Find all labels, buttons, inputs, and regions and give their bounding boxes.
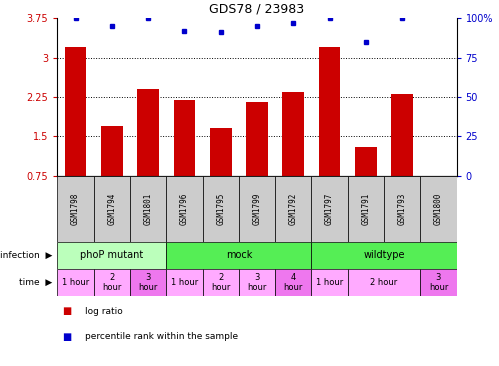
Text: time  ▶: time ▶ bbox=[19, 278, 52, 287]
Text: 1 hour: 1 hour bbox=[62, 278, 89, 287]
Text: percentile rank within the sample: percentile rank within the sample bbox=[85, 332, 238, 341]
Text: 2
hour: 2 hour bbox=[211, 273, 231, 292]
Bar bbox=[130, 269, 166, 296]
Text: wildtype: wildtype bbox=[363, 250, 405, 260]
Text: ■: ■ bbox=[62, 306, 72, 316]
Bar bbox=[420, 176, 457, 242]
Text: GSM1797: GSM1797 bbox=[325, 193, 334, 225]
Bar bbox=[166, 242, 311, 269]
Text: GSM1801: GSM1801 bbox=[144, 193, 153, 225]
Bar bbox=[348, 269, 420, 296]
Bar bbox=[166, 176, 203, 242]
Bar bbox=[210, 128, 232, 176]
Text: GSM1800: GSM1800 bbox=[434, 193, 443, 225]
Bar bbox=[239, 269, 275, 296]
Text: GSM1798: GSM1798 bbox=[71, 193, 80, 225]
Bar bbox=[57, 242, 166, 269]
Text: 3
hour: 3 hour bbox=[248, 273, 266, 292]
Bar bbox=[65, 47, 86, 176]
Bar bbox=[101, 126, 123, 176]
Bar bbox=[391, 94, 413, 176]
Bar bbox=[246, 102, 268, 176]
Text: GSM1793: GSM1793 bbox=[398, 193, 407, 225]
Bar bbox=[174, 100, 195, 176]
Text: GSM1795: GSM1795 bbox=[216, 193, 225, 225]
Text: 2
hour: 2 hour bbox=[102, 273, 122, 292]
Text: log ratio: log ratio bbox=[85, 307, 123, 315]
Bar bbox=[311, 269, 348, 296]
Text: GSM1792: GSM1792 bbox=[289, 193, 298, 225]
Bar bbox=[239, 176, 275, 242]
Bar bbox=[420, 269, 457, 296]
Bar bbox=[355, 147, 377, 176]
Text: GSM1799: GSM1799 bbox=[252, 193, 261, 225]
Text: phoP mutant: phoP mutant bbox=[80, 250, 143, 260]
Text: GSM1791: GSM1791 bbox=[361, 193, 370, 225]
Bar bbox=[311, 242, 457, 269]
Bar bbox=[275, 176, 311, 242]
Bar bbox=[130, 176, 166, 242]
Text: infection  ▶: infection ▶ bbox=[0, 251, 52, 260]
Bar bbox=[282, 92, 304, 176]
Text: 4
hour: 4 hour bbox=[283, 273, 303, 292]
Text: GSM1794: GSM1794 bbox=[107, 193, 116, 225]
Text: mock: mock bbox=[226, 250, 252, 260]
Bar bbox=[203, 176, 239, 242]
Text: ■: ■ bbox=[62, 332, 72, 342]
Bar bbox=[94, 269, 130, 296]
Text: 1 hour: 1 hour bbox=[316, 278, 343, 287]
Bar bbox=[166, 269, 203, 296]
Text: 1 hour: 1 hour bbox=[171, 278, 198, 287]
Bar bbox=[57, 269, 94, 296]
Text: 3
hour: 3 hour bbox=[429, 273, 448, 292]
Text: GSM1796: GSM1796 bbox=[180, 193, 189, 225]
Text: 2 hour: 2 hour bbox=[370, 278, 398, 287]
Bar bbox=[137, 89, 159, 176]
Bar bbox=[94, 176, 130, 242]
Bar bbox=[275, 269, 311, 296]
Title: GDS78 / 23983: GDS78 / 23983 bbox=[210, 3, 304, 16]
Bar bbox=[319, 47, 340, 176]
Text: 3
hour: 3 hour bbox=[138, 273, 158, 292]
Bar bbox=[57, 176, 94, 242]
Bar bbox=[348, 176, 384, 242]
Bar bbox=[203, 269, 239, 296]
Bar bbox=[311, 176, 348, 242]
Bar bbox=[384, 176, 420, 242]
